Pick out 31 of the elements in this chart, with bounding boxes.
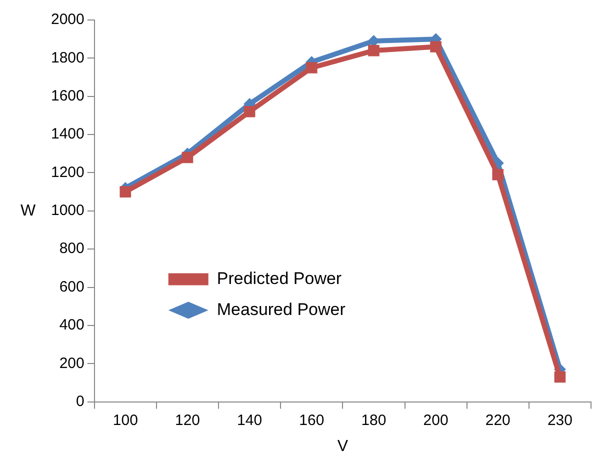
y-tick-label: 1600	[50, 88, 84, 104]
point	[120, 186, 132, 198]
legend-label: Measured Power	[216, 300, 346, 319]
point	[306, 62, 318, 74]
x-tick-label: 100	[112, 412, 138, 429]
x-tick-label: 120	[174, 412, 200, 429]
point	[492, 168, 504, 180]
point	[430, 41, 442, 52]
y-tick-label: 1800	[50, 49, 84, 66]
point	[244, 106, 256, 118]
y-tick-label: 1000	[50, 202, 84, 220]
y-tick-label: 200	[59, 354, 84, 372]
legend-label: Predicted Power	[216, 268, 342, 288]
y-tick-label: 400	[59, 316, 84, 334]
point	[368, 44, 380, 56]
x-tick-label: 200	[423, 412, 448, 429]
y-tick-label: 1400	[50, 126, 84, 143]
x-tick-label: 140	[237, 412, 262, 429]
y-tick-label: 600	[59, 278, 84, 296]
y-axis-title: W	[20, 202, 36, 220]
x-tick-label: 220	[485, 412, 510, 429]
x-tick-label: 230	[547, 412, 572, 429]
x-tick-label: 180	[361, 412, 386, 429]
y-tick-label: 800	[59, 240, 84, 258]
point	[554, 371, 566, 383]
x-axis-title: V	[337, 438, 348, 455]
y-tick-label: 1200	[50, 164, 84, 181]
y-tick-label: 2000	[50, 11, 84, 28]
point	[182, 152, 194, 164]
y-tick-label: 0	[76, 392, 84, 410]
x-tick-label: 160	[299, 412, 324, 429]
